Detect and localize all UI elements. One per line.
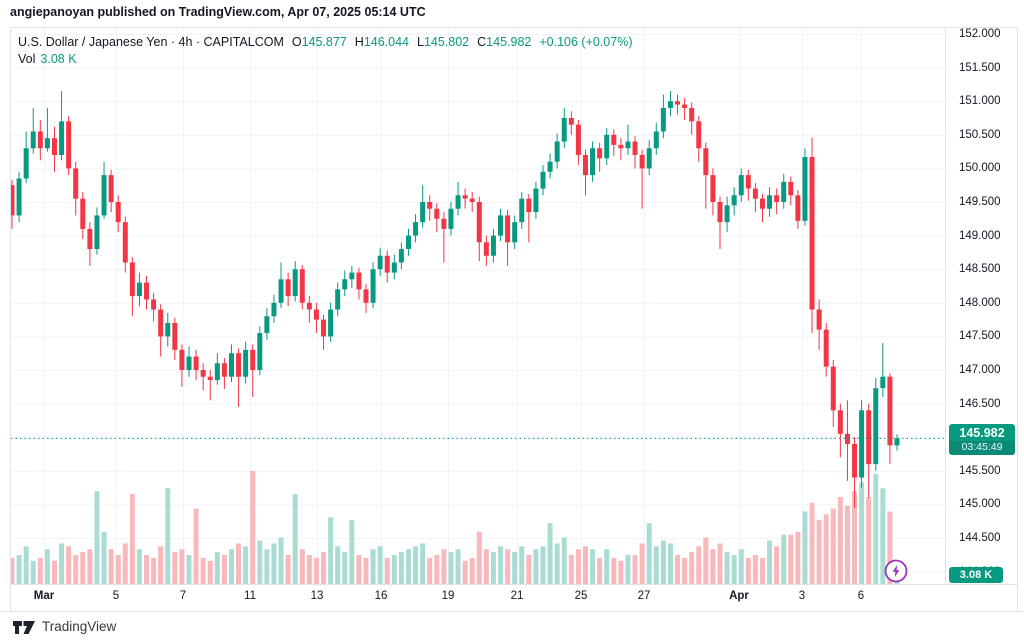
time-axis-label: 5 xyxy=(112,590,120,602)
low-value: 145.802 xyxy=(423,35,470,49)
candlestick-plot xyxy=(11,28,945,584)
close-value: 145.982 xyxy=(486,35,532,49)
time-axis-label: Apr xyxy=(729,590,749,602)
price-axis-label: 146.500 xyxy=(959,397,1001,410)
high-value: 146.044 xyxy=(363,35,409,49)
time-axis-label: 19 xyxy=(441,590,455,602)
legend-line-2: Vol 3.08 K xyxy=(18,51,632,67)
last-price-badge: 145.982 03:45:49 xyxy=(949,424,1015,456)
volume-bars xyxy=(11,470,900,584)
price-axis-label: 148.500 xyxy=(959,263,1001,276)
close-label: C xyxy=(477,35,487,49)
chart-canvas[interactable] xyxy=(11,28,945,584)
time-axis-label: 25 xyxy=(574,590,588,602)
lightning-fab[interactable] xyxy=(884,559,908,583)
price-axis-label: 149.000 xyxy=(959,229,1001,242)
candles xyxy=(11,91,900,508)
change-value: +0.106 (+0.07%) xyxy=(539,35,633,49)
symbol-legend: U.S. Dollar / Japanese Yen · 4h · CAPITA… xyxy=(18,34,632,68)
time-axis-label: Mar xyxy=(33,590,55,602)
time-axis-label: 27 xyxy=(637,590,651,602)
lightning-icon xyxy=(884,559,908,583)
price-axis-label: 152.000 xyxy=(959,28,1001,40)
price-scale[interactable]: 144.000144.500145.000145.500146.000146.5… xyxy=(945,28,1017,584)
time-axis-label: 11 xyxy=(244,590,256,602)
price-axis-label: 151.500 xyxy=(959,61,1001,74)
price-axis-label: 148.000 xyxy=(959,296,1001,309)
last-price-value: 145.982 xyxy=(949,424,1015,442)
legend-line-1: U.S. Dollar / Japanese Yen · 4h · CAPITA… xyxy=(18,34,632,50)
volume-value: 3.08 K xyxy=(40,52,77,66)
attribution-text: angiepanoyan published on TradingView.co… xyxy=(10,5,426,19)
time-axis-label: 6 xyxy=(857,590,865,602)
time-axis-label: 21 xyxy=(510,590,524,602)
price-axis-label: 151.000 xyxy=(959,95,1001,108)
low-label: L xyxy=(417,35,424,49)
time-axis-label: 3 xyxy=(798,590,806,602)
tradingview-logo-icon xyxy=(13,621,35,634)
time-axis-label: 13 xyxy=(310,590,324,602)
price-axis-label: 145.500 xyxy=(959,464,1001,477)
volume-label: Vol xyxy=(18,52,36,66)
price-axis-label: 145.000 xyxy=(959,498,1001,511)
time-axis-label: 16 xyxy=(374,590,388,602)
open-value: 145.877 xyxy=(301,35,347,49)
volume-badge: 3.08 K xyxy=(949,567,1003,583)
price-axis-label: 150.000 xyxy=(959,162,1001,175)
price-axis-label: 144.500 xyxy=(959,532,1001,544)
vertical-gridlines xyxy=(44,28,862,584)
chart-frame: U.S. Dollar / Japanese Yen · 4h · CAPITA… xyxy=(10,27,1018,612)
price-axis-label: 149.500 xyxy=(959,196,1001,208)
high-label: H xyxy=(354,35,364,49)
bar-countdown: 03:45:49 xyxy=(949,441,1015,456)
time-scale[interactable]: Mar 5 7 11 13 16 19 21 25 27 Apr 3 6 xyxy=(11,584,1017,612)
price-axis-label: 147.000 xyxy=(959,364,1001,376)
time-axis-label: 7 xyxy=(179,590,187,602)
price-axis-label: 150.500 xyxy=(959,128,1001,141)
price-axis-label: 147.500 xyxy=(959,330,1001,343)
tradingview-wordmark: TradingView xyxy=(42,619,117,634)
open-label: O xyxy=(291,35,302,49)
footer-bar: TradingView xyxy=(0,611,1024,642)
symbol-title: U.S. Dollar / Japanese Yen · 4h · CAPITA… xyxy=(18,35,284,49)
